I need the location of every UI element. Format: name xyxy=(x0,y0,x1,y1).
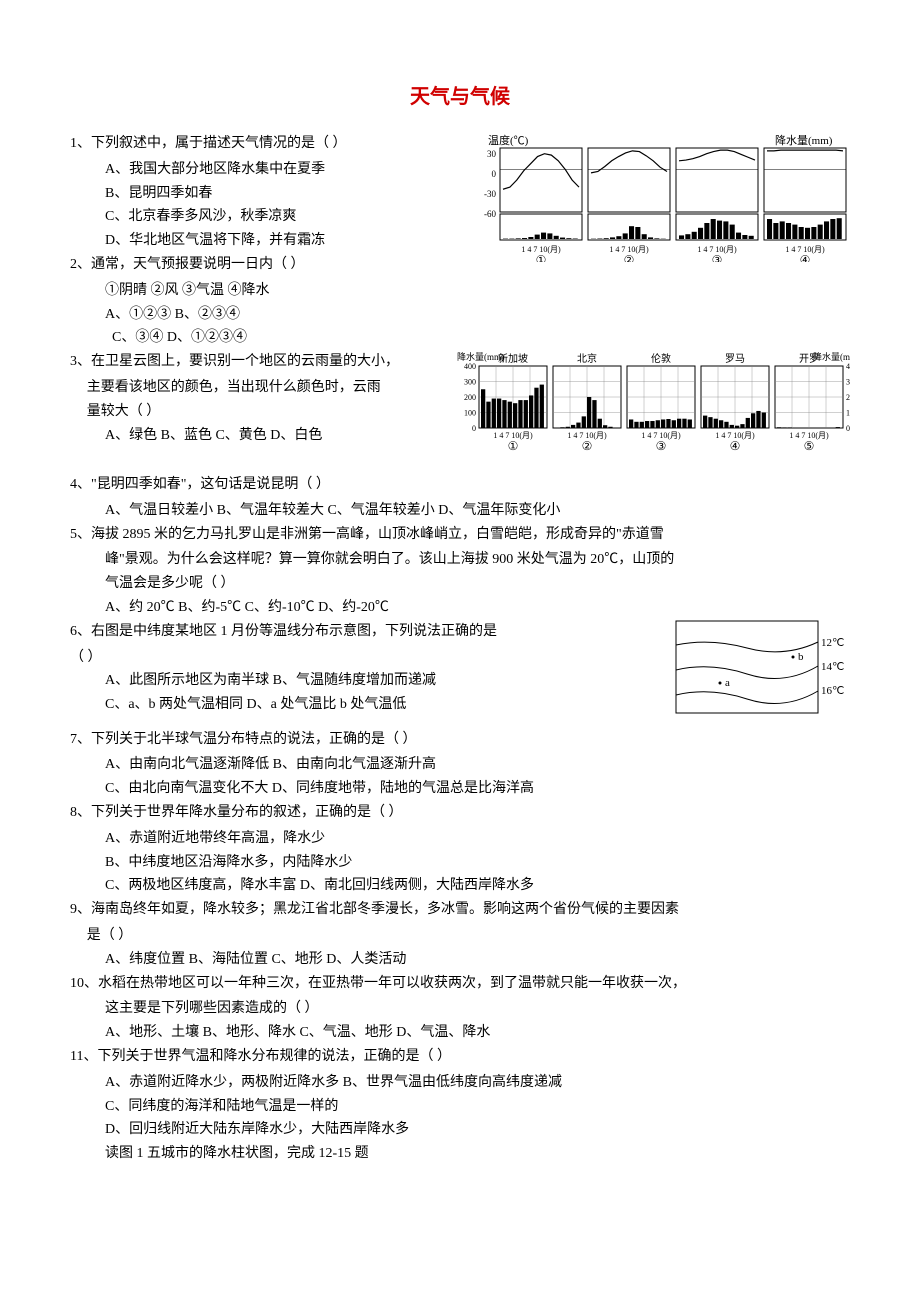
q2-opts-cd: C、③④ D、①②③④ xyxy=(70,326,850,350)
svg-text:②: ② xyxy=(624,253,635,262)
svg-text:0: 0 xyxy=(492,169,497,179)
svg-text:②: ② xyxy=(582,439,593,453)
svg-text:③: ③ xyxy=(656,439,667,453)
cities-chart-svg: 4003002001000降水量(mm)新加坡1 4 7 10(月)①北京1 4… xyxy=(455,350,850,460)
q10-opts: A、地形、土壤 B、地形、降水 C、气温、地形 D、气温、降水 xyxy=(70,1021,850,1045)
svg-text:200: 200 xyxy=(464,393,476,402)
q2-items: ①阴晴 ②风 ③气温 ④降水 xyxy=(70,279,850,303)
svg-text:罗马: 罗马 xyxy=(725,353,745,365)
svg-text:降水量(mm): 降水量(mm) xyxy=(813,351,850,362)
page-title: 天气与气候 xyxy=(70,80,850,114)
q7-opts-cd: C、由北向南气温变化不大 D、同纬度地带，陆地的气温总是比海洋高 xyxy=(70,777,850,801)
q8-stem: 8、下列关于世界年降水量分布的叙述，正确的是（ ） xyxy=(70,801,850,825)
svg-text:降水量(mm): 降水量(mm) xyxy=(457,351,504,362)
precip-axis-label: 降水量(mm) xyxy=(775,133,833,147)
svg-text:300: 300 xyxy=(464,378,476,387)
svg-text:0: 0 xyxy=(472,424,476,433)
svg-text:伦敦: 伦敦 xyxy=(651,352,671,365)
isotherm-figure: a b 12℃ 14℃ 16℃ xyxy=(675,620,850,724)
svg-text:-30: -30 xyxy=(484,189,496,199)
isotherm-label-12: 12℃ xyxy=(821,637,844,649)
isotherm-label-14: 14℃ xyxy=(821,661,844,673)
svg-text:⑤: ⑤ xyxy=(804,439,815,453)
q7-opts-ab: A、由南向北气温逐渐降低 B、由南向北气温逐渐升高 xyxy=(70,753,850,777)
svg-text:④: ④ xyxy=(730,439,741,453)
svg-text:③: ③ xyxy=(712,253,723,262)
point-b-label: b xyxy=(798,651,804,663)
q10-stem: 10、水稻在热带地区可以一年种三次，在亚热带一年可以收获两次，到了温带就只能一年… xyxy=(70,972,850,996)
q5-stem: 5、海拔 2895 米的乞力马扎罗山是非洲第一高峰，山顶冰峰峭立，白雪皑皑，形成… xyxy=(70,523,850,547)
q11-stem: 11、下列关于世界气温和降水分布规律的说法，正确的是（ ） xyxy=(70,1045,850,1069)
q11-opt-d: D、回归线附近大陆东岸降水少，大陆西岸降水多 xyxy=(70,1118,850,1142)
svg-text:④: ④ xyxy=(800,253,811,262)
point-b-dot xyxy=(792,655,795,658)
point-a-dot xyxy=(719,681,722,684)
q8-opt-a: A、赤道附近地带终年高温，降水少 xyxy=(70,827,850,851)
q8-opt-cd: C、两极地区纬度高，降水丰富 D、南北回归线两侧，大陆西岸降水多 xyxy=(70,874,850,898)
svg-text:100: 100 xyxy=(464,409,476,418)
cities-chart: 4003002001000降水量(mm)新加坡1 4 7 10(月)①北京1 4… xyxy=(455,350,850,469)
svg-text:30: 30 xyxy=(487,149,497,159)
svg-text:400: 400 xyxy=(464,362,476,371)
q11-trail: 读图 1 五城市的降水柱状图，完成 12-15 题 xyxy=(70,1142,850,1166)
q2-opts-ab: A、①②③ B、②③④ xyxy=(70,303,850,327)
temp-axis-label: 温度(℃) xyxy=(488,133,529,147)
q10-line2: 这主要是下列哪些因素造成的（ ） xyxy=(70,997,850,1021)
climate-chart-svg: 温度(℃) 降水量(mm) 300-30-601 4 7 10(月)①1 4 7… xyxy=(480,132,850,262)
q5-line3: 气温会是多少呢（ ） xyxy=(70,572,850,596)
climate-chart-set: 温度(℃) 降水量(mm) 300-30-601 4 7 10(月)①1 4 7… xyxy=(480,132,850,271)
svg-text:100: 100 xyxy=(846,409,850,418)
isotherm-svg: a b 12℃ 14℃ 16℃ xyxy=(675,620,850,715)
q11-opt-ab: A、赤道附近降水少，两极附近降水多 B、世界气温由低纬度向高纬度递减 xyxy=(70,1071,850,1095)
svg-text:0: 0 xyxy=(846,424,850,433)
q4-stem: 4、"昆明四季如春"，这句话是说昆明（ ） xyxy=(70,473,850,497)
svg-text:北京: 北京 xyxy=(577,352,597,365)
svg-text:-60: -60 xyxy=(484,209,496,219)
q7-stem: 7、下列关于北半球气温分布特点的说法，正确的是（ ） xyxy=(70,728,850,752)
q5-line2: 峰"景观。为什么会这样呢？算一算你就会明白了。该山上海拔 900 米处气温为 2… xyxy=(70,548,850,572)
svg-text:200: 200 xyxy=(846,393,850,402)
q11-opt-c: C、同纬度的海洋和陆地气温是一样的 xyxy=(70,1095,850,1119)
q5-opts: A、约 20℃ B、约-5℃ C、约-10℃ D、约-20℃ xyxy=(70,596,850,620)
svg-text:400: 400 xyxy=(846,362,850,371)
q8-opt-b: B、中纬度地区沿海降水多，内陆降水少 xyxy=(70,851,850,875)
q9-opts: A、纬度位置 B、海陆位置 C、地形 D、人类活动 xyxy=(70,948,850,972)
svg-text:新加坡: 新加坡 xyxy=(498,352,528,365)
q9-stem: 9、海南岛终年如夏，降水较多；黑龙江省北部冬季漫长，多冰雪。影响这两个省份气候的… xyxy=(70,898,850,922)
svg-text:300: 300 xyxy=(846,378,850,387)
isotherm-label-16: 16℃ xyxy=(821,685,844,697)
svg-text:①: ① xyxy=(508,439,519,453)
point-a-label: a xyxy=(725,677,730,689)
svg-text:①: ① xyxy=(536,253,547,262)
q4-opts: A、气温日较差小 B、气温年较差大 C、气温年较差小 D、气温年际变化小 xyxy=(70,499,850,523)
q9-line2: 是（ ） xyxy=(70,924,850,948)
